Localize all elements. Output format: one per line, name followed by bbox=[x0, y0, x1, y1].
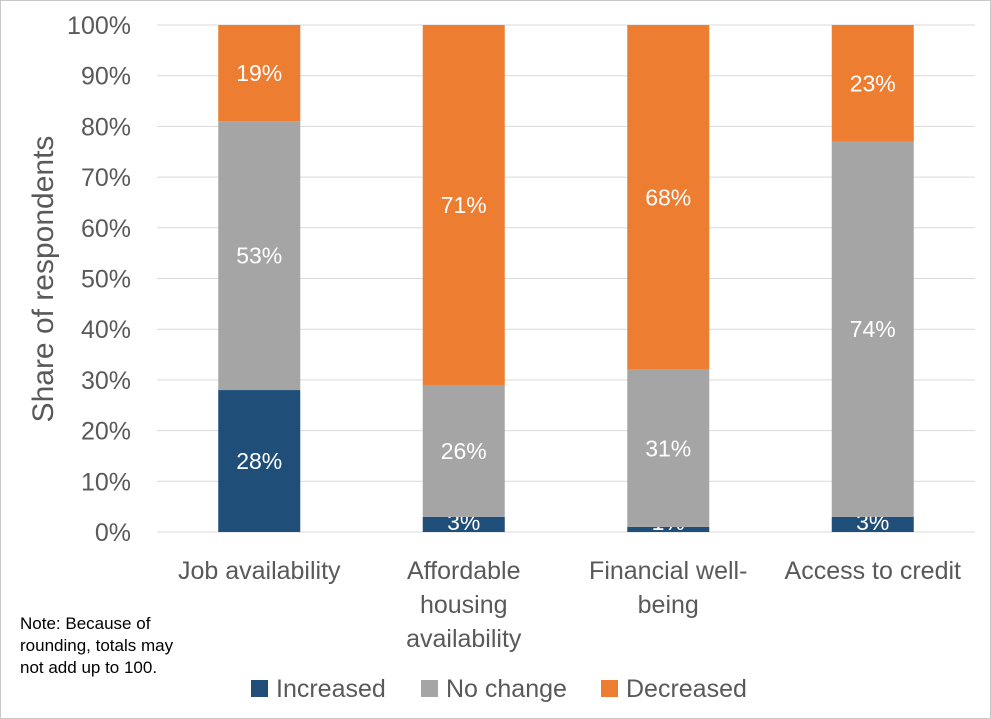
x-category-label-line: Job availability bbox=[178, 557, 341, 585]
legend-swatch bbox=[421, 680, 438, 697]
data-label: 28% bbox=[236, 448, 282, 474]
y-tick-label: 50% bbox=[81, 266, 131, 294]
bar-segment-increased bbox=[422, 516, 505, 532]
bar-segment-no-change bbox=[422, 384, 505, 517]
data-label: 68% bbox=[645, 184, 691, 210]
data-label: 71% bbox=[441, 192, 487, 218]
legend-swatch bbox=[251, 680, 268, 697]
data-label: 53% bbox=[236, 243, 282, 269]
y-axis-title: Share of respondents bbox=[27, 136, 60, 423]
bar-segment-decreased bbox=[627, 25, 710, 370]
data-label: 74% bbox=[850, 316, 896, 342]
y-tick-label: 20% bbox=[81, 418, 131, 446]
legend-swatch bbox=[601, 680, 618, 697]
data-label: 26% bbox=[441, 438, 487, 464]
bar-segment-decreased bbox=[831, 25, 914, 142]
chart-note: Note: Because of rounding, totals may no… bbox=[20, 614, 174, 677]
data-label: 23% bbox=[850, 70, 896, 96]
y-tick-label: 70% bbox=[81, 164, 131, 192]
x-category-label-line: availability bbox=[406, 625, 522, 653]
bar-segment-no-change bbox=[627, 369, 710, 527]
x-category-label-line: Affordable bbox=[407, 557, 521, 585]
x-category-label: Access to credit bbox=[785, 557, 962, 585]
data-label: 31% bbox=[645, 435, 691, 461]
bar-segment-decreased bbox=[422, 25, 505, 385]
legend-label: Decreased bbox=[626, 675, 747, 703]
y-tick-label: 0% bbox=[95, 519, 131, 547]
legend-label: No change bbox=[446, 675, 567, 703]
bar-segment-no-change bbox=[218, 121, 301, 391]
bar-segment-increased bbox=[831, 516, 914, 532]
x-category-label: Financial well-being bbox=[589, 557, 747, 619]
y-tick-label: 40% bbox=[81, 316, 131, 344]
x-category-label-line: housing bbox=[420, 591, 508, 619]
data-label: 19% bbox=[236, 60, 282, 86]
y-tick-label: 100% bbox=[67, 12, 131, 40]
legend-label: Increased bbox=[276, 675, 386, 703]
x-category-label: Job availability bbox=[178, 557, 341, 585]
bar-segment-no-change bbox=[831, 141, 914, 517]
x-category-label-line: Financial well- bbox=[589, 557, 747, 585]
x-category-label: Affordable housing availability bbox=[406, 557, 522, 653]
y-tick-label: 30% bbox=[81, 367, 131, 395]
y-tick-label: 80% bbox=[81, 113, 131, 141]
y-tick-label: 90% bbox=[81, 63, 131, 91]
y-tick-label: 10% bbox=[81, 468, 131, 496]
bar-segment-increased bbox=[218, 390, 301, 532]
x-category-label-line: being bbox=[638, 591, 699, 619]
x-category-label-line: Access to credit bbox=[785, 557, 962, 585]
y-tick-label: 60% bbox=[81, 215, 131, 243]
bar-segment-increased bbox=[627, 526, 710, 532]
bar-segment-decreased bbox=[218, 25, 301, 122]
